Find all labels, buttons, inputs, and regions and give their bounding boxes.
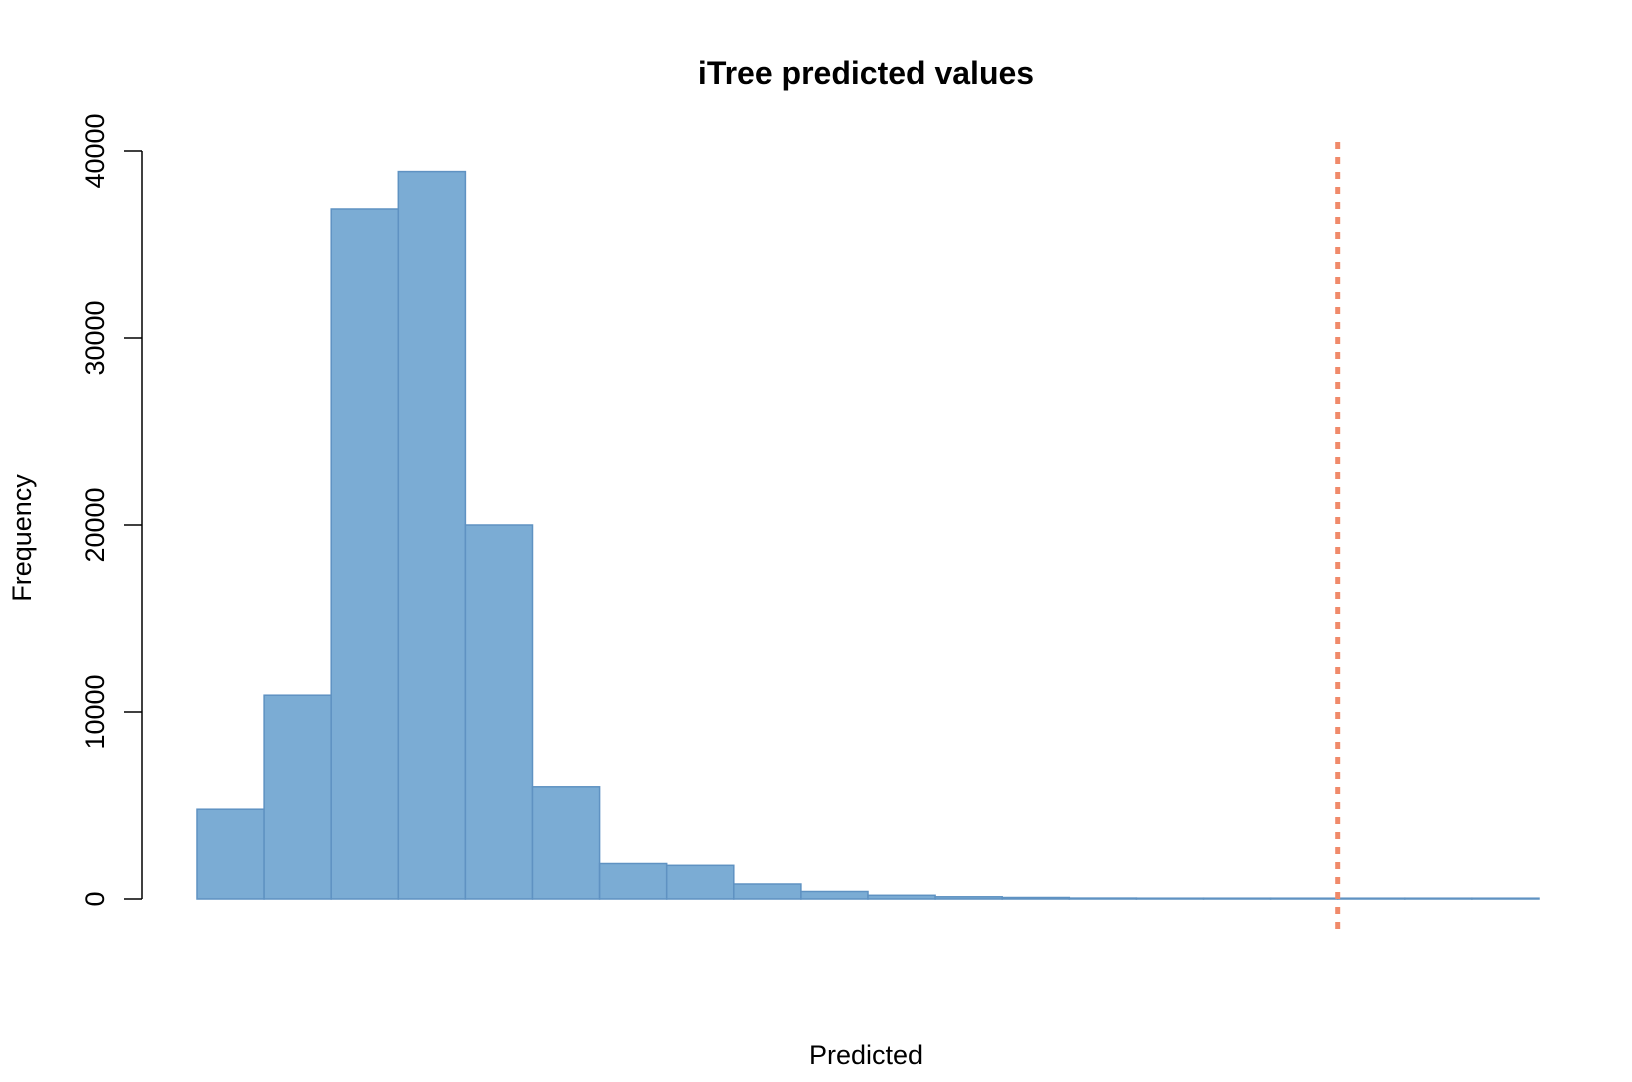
histogram-bar (598, 862, 668, 900)
histogram-bar (733, 883, 802, 900)
histogram-bar (1269, 897, 1339, 900)
histogram-bar (800, 890, 869, 900)
histogram-bar (330, 208, 400, 900)
histogram-bar (867, 894, 936, 900)
histogram-bar (1471, 897, 1540, 900)
histogram-bar (263, 694, 332, 900)
histogram-bars (196, 170, 1540, 900)
histogram-bar (1001, 896, 1071, 900)
histogram-bar (665, 864, 735, 900)
histogram-bar (1202, 897, 1272, 900)
chart-title: iTree predicted values (698, 55, 1034, 91)
histogram-bar (464, 524, 534, 900)
y-tick-label: 10000 (80, 674, 110, 749)
y-tick-label: 0 (80, 891, 110, 906)
histogram-bar (1135, 897, 1205, 900)
histogram-bar (934, 896, 1003, 900)
y-axis-label: Frequency (7, 474, 37, 602)
histogram-bar (1404, 897, 1473, 900)
histogram-bar (1068, 897, 1138, 900)
histogram-bar (196, 808, 265, 900)
histogram-bar (397, 170, 467, 900)
y-tick-label: 20000 (80, 487, 110, 562)
histogram-bar (531, 786, 601, 900)
y-tick-label: 40000 (80, 113, 110, 188)
x-axis-label: Predicted (809, 1040, 923, 1070)
histogram-bar (1336, 897, 1406, 900)
y-tick-label: 30000 (80, 300, 110, 375)
y-axis: 0 10000 20000 30000 40000 (80, 113, 143, 907)
